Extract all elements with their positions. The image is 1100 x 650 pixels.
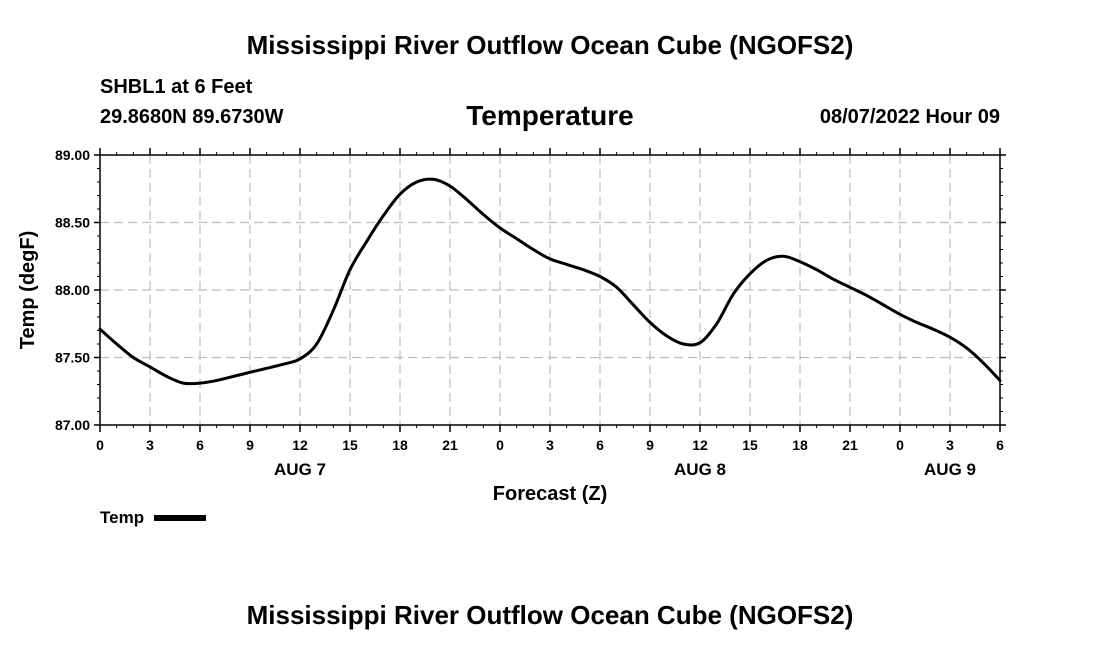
x-axis-date-labels: AUG 7 AUG 8 AUG 9: [274, 460, 976, 479]
x-tick-label: 0: [96, 437, 104, 453]
x-tick-label: 0: [896, 437, 904, 453]
y-axis-label: Temp (degF): [17, 231, 39, 350]
x-tick-label: 21: [842, 437, 858, 453]
temperature-chart: 87.00 87.50 88.00 88.50 89.00 0 3 6 9 12 15 18 21 0 3…: [17, 147, 1006, 505]
x-tick-label: 6: [196, 437, 204, 453]
grid-lines: [100, 155, 1000, 425]
x-tick-label: 15: [742, 437, 758, 453]
chart-title: Temperature: [466, 100, 634, 131]
x-tick-label: 9: [246, 437, 254, 453]
date-label: AUG 8: [674, 460, 726, 479]
station-name: SHBL1 at 6 Feet: [100, 76, 253, 98]
y-tick-label: 89.00: [55, 147, 90, 163]
x-tick-label: 6: [996, 437, 1004, 453]
y-tick-label: 87.50: [55, 350, 90, 366]
date-label: AUG 7: [274, 460, 326, 479]
x-tick-label: 21: [442, 437, 458, 453]
y-axis-ticks: 87.00 87.50 88.00 88.50 89.00: [55, 147, 1006, 433]
y-tick-label: 87.00: [55, 417, 90, 433]
x-axis-ticks: 0 3 6 9 12 15 18 21 0 3 6 9 12 15 18 21 0 3 6: [96, 425, 1004, 453]
series-line-temp: [98, 177, 1002, 386]
x-tick-label: 9: [646, 437, 654, 453]
footer-title: Mississippi River Outflow Ocean Cube (NG…: [246, 600, 854, 630]
x-tick-label: 15: [342, 437, 358, 453]
forecast-timestamp: 08/07/2022 Hour 09: [819, 106, 1000, 128]
station-coordinates: 29.8680N 89.6730W: [100, 106, 284, 128]
x-tick-label: 6: [596, 437, 604, 453]
x-tick-label: 12: [692, 437, 708, 453]
x-tick-label: 18: [392, 437, 408, 453]
x-tick-label: 3: [146, 437, 154, 453]
y-tick-label: 88.00: [55, 282, 90, 298]
x-tick-label: 18: [792, 437, 808, 453]
x-tick-label: 0: [496, 437, 504, 453]
y-tick-label: 88.50: [55, 215, 90, 231]
date-label: AUG 9: [924, 460, 976, 479]
x-tick-label: 3: [946, 437, 954, 453]
main-title: Mississippi River Outflow Ocean Cube (NG…: [246, 30, 854, 60]
x-tick-label: 12: [292, 437, 308, 453]
x-tick-label: 3: [546, 437, 554, 453]
top-border-ticks: [99, 148, 1001, 155]
x-axis-label: Forecast (Z): [493, 483, 607, 505]
legend-swatch: [154, 515, 207, 521]
legend-label: Temp: [100, 508, 145, 527]
legend: Temp: [100, 508, 207, 528]
